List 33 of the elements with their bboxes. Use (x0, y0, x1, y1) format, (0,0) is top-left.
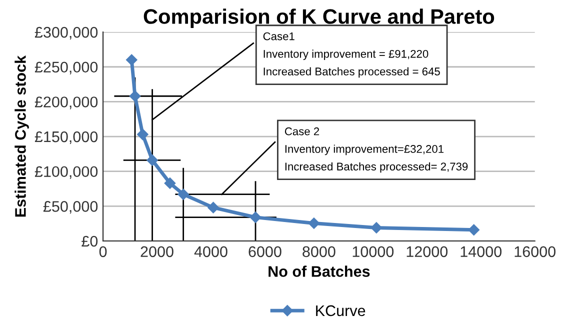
x-axis-title: No of Batches (268, 266, 370, 277)
x-tick-label: 2000 (140, 246, 174, 258)
point (126, 54, 138, 66)
x-tick-label: 12000 (406, 246, 448, 258)
chart-title: Comparision of K Curve and Pareto (144, 8, 494, 28)
annotation: Case 2 Inventory improvement=£32,201 Increased Batches processed= 2,739 (284, 127, 468, 173)
y-tick-label: £200,000 (34, 96, 98, 110)
x-tick-label: 16000 (514, 246, 556, 258)
y-tick-label: £50,000 (43, 201, 98, 214)
y-axis-title: Estimated Cycle stock (14, 55, 29, 217)
point (146, 154, 158, 166)
point (178, 188, 189, 200)
annotation: Case1 Inventory improvement = £91,220 Increased Batches processed = 645 (263, 32, 440, 78)
y-tick-label: £0 (82, 236, 98, 247)
point (208, 202, 219, 214)
point (164, 178, 176, 189)
point (129, 90, 141, 102)
legend-label: KCurve (316, 305, 366, 316)
x-tick-label: 10000 (352, 246, 394, 258)
y-tick-label: £250,000 (34, 62, 98, 74)
x-tick-label: 4000 (194, 246, 228, 258)
point (308, 218, 320, 229)
x-tick-label: 0 (99, 246, 107, 258)
x-tick-label: 8000 (302, 246, 336, 258)
y-tick-label: £150,000 (34, 131, 98, 144)
y-tick-label: £100,000 (34, 166, 98, 179)
point (250, 212, 262, 223)
x-tick-label: 14000 (460, 246, 502, 258)
point (468, 224, 480, 236)
y-tick-label: £300,000 (34, 26, 98, 40)
x-tick-label: 6000 (248, 246, 282, 258)
point (137, 128, 148, 140)
point (370, 222, 382, 234)
